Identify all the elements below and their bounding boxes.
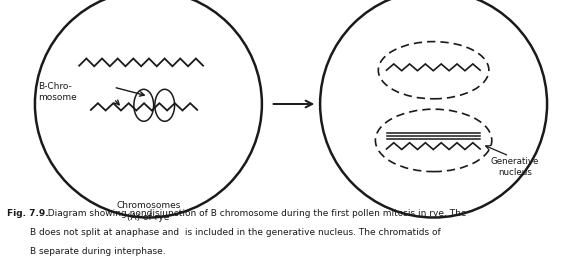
Text: B separate during interphase.: B separate during interphase. — [7, 247, 166, 256]
Text: Chromosomes
(A) of rye: Chromosomes (A) of rye — [116, 202, 180, 222]
Text: Diagram showing nondisjunction of B chromosome during the first pollen mitosis i: Diagram showing nondisjunction of B chro… — [42, 209, 467, 218]
Text: B-Chro-
mosome: B-Chro- mosome — [38, 82, 77, 102]
Text: B does not split at anaphase and  is included in the generative nucleus. The chr: B does not split at anaphase and is incl… — [7, 228, 441, 237]
Text: Generative
nucleus: Generative nucleus — [491, 157, 540, 177]
Text: Fig. 7.9.: Fig. 7.9. — [7, 209, 49, 218]
